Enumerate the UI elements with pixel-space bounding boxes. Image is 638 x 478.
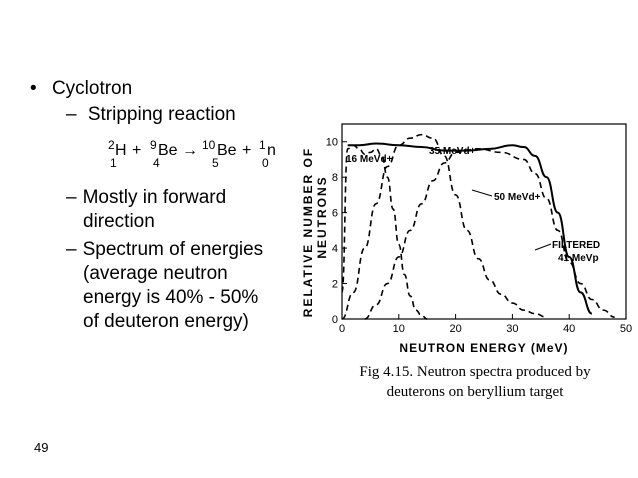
subbullet-text: Spectrum of energies (82, 239, 264, 260)
subbullet-spectrum: – Spectrum of energies (average neutron e… (66, 238, 263, 334)
dash-marker: – (66, 104, 77, 125)
be9-mass-number: 9 (150, 138, 157, 152)
n-symbol: n (267, 142, 276, 159)
y-tick-label: 8 (332, 172, 338, 184)
subbullet-text: Stripping reaction (87, 104, 236, 125)
reaction-equation: 2 H 1 + 9 Be 4 → 10 Be 5 + 1 n 0 (108, 138, 298, 172)
y-axis-label-line2: NEUTRONS (315, 175, 329, 258)
neutron-spectra-chart: RELATIVE NUMBER OF NEUTRONS 0 10 20 30 40 50 0… (301, 123, 632, 355)
plus-sign: + (132, 142, 142, 159)
y-tick-label: 6 (332, 208, 338, 220)
subbullet-text: direction (83, 211, 155, 232)
be10-atomic-number: 5 (212, 156, 219, 170)
be9-atomic-number: 4 (153, 156, 160, 170)
series-16mev-line (341, 144, 428, 320)
x-tick-label: 0 (339, 323, 345, 335)
y-tick-label: 2 (332, 279, 338, 291)
annotation-50mev: 50 MeVd+ (494, 192, 541, 203)
x-tick-label: 30 (506, 323, 518, 335)
be9-symbol: Be (158, 142, 178, 159)
series-35mev-line (341, 133, 547, 320)
h-symbol: H (115, 142, 127, 159)
subbullet-text: (average neutron (83, 263, 228, 284)
annotation-leader-filtered (534, 243, 552, 251)
caption-line: deuterons on beryllium target (386, 384, 564, 400)
slide-number: 49 (34, 440, 49, 455)
series-50mev-line (364, 148, 615, 320)
be10-mass-number: 10 (202, 138, 216, 152)
annotation-35mev: 35 MeVd+ (429, 146, 476, 157)
h-atomic-number: 1 (110, 156, 117, 170)
h-mass-number: 2 (108, 138, 115, 152)
bullet-text: Cyclotron (51, 78, 133, 99)
n-atomic-number: 0 (262, 156, 269, 170)
figure-caption: Fig 4.15. Neutron spectra produced by de… (330, 362, 620, 402)
y-tick-label: 10 (326, 137, 338, 149)
plot-frame (341, 123, 627, 320)
y-tick-label: 4 (332, 243, 338, 255)
subbullet-forward: – Mostly in forward direction (66, 186, 226, 234)
subbullet-stripping: – Stripping reaction (66, 103, 236, 127)
bullet-dot: • (30, 78, 37, 99)
x-tick-label: 40 (563, 323, 575, 335)
x-axis-label: NEUTRON ENERGY (MeV) (399, 341, 568, 355)
x-tick-label: 10 (393, 323, 405, 335)
n-mass-number: 1 (259, 138, 266, 152)
reaction-arrow: → (182, 142, 198, 159)
y-axis-label-line1: RELATIVE NUMBER OF (301, 147, 315, 317)
be10-symbol: Be (217, 142, 237, 159)
annotation-41mevp: 41 MeVp (558, 253, 599, 264)
subbullet-text: energy is 40% - 50% (83, 287, 259, 308)
subbullet-text: Mostly in forward (82, 187, 227, 208)
y-tick-label: 0 (332, 314, 338, 326)
dash-marker: – (66, 187, 77, 208)
x-tick-label: 50 (620, 323, 632, 335)
annotation-leader-50mev (471, 189, 493, 197)
x-tick-label: 20 (449, 323, 461, 335)
dash-marker: – (66, 239, 77, 260)
series-filtered-line (347, 142, 593, 315)
annotation-filtered: FILTERED (552, 240, 600, 251)
plus-sign: + (242, 142, 252, 159)
annotation-16mev: 16 MeVd+ (346, 154, 393, 165)
y-axis-label: RELATIVE NUMBER OF NEUTRONS (301, 147, 329, 317)
subbullet-text: of deuteron energy) (83, 311, 249, 332)
bullet-cyclotron: • Cyclotron (30, 78, 132, 100)
caption-line: Fig 4.15. Neutron spectra produced by (359, 364, 591, 380)
